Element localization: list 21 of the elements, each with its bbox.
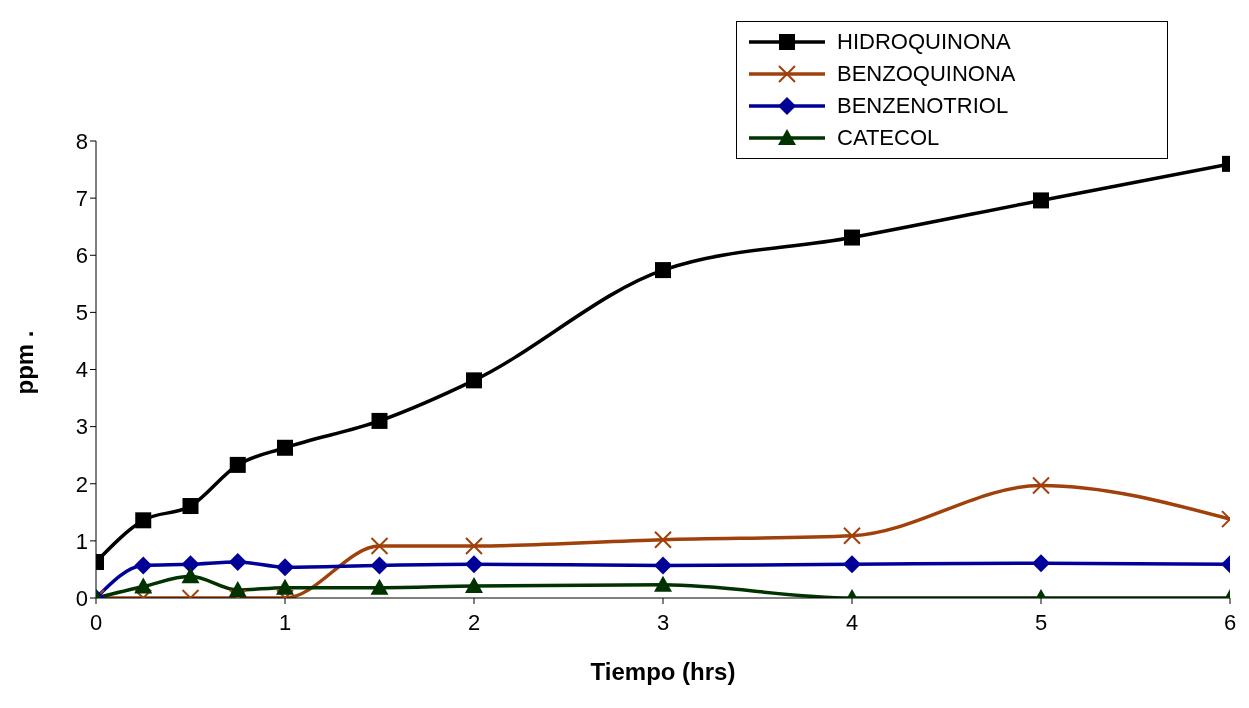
y-tick-label: 0 <box>75 585 88 611</box>
x-tick-label: 3 <box>656 609 670 635</box>
y-tick-label: 4 <box>75 357 88 383</box>
x-tick-label: 1 <box>278 609 292 635</box>
x-tick-label: 6 <box>1223 609 1237 635</box>
y-axis-title: ppm . <box>10 330 38 395</box>
legend-label: BENZENOTRIOL <box>837 93 1009 119</box>
legend-label: HIDROQUINONA <box>837 29 1011 55</box>
x-tick-label: 4 <box>845 609 859 635</box>
y-tick-label: 7 <box>75 185 88 211</box>
legend-label: BENZOQUINONA <box>837 61 1016 87</box>
y-tick-label: 8 <box>75 128 88 154</box>
x-tick-label: 2 <box>467 609 481 635</box>
y-tick-label: 5 <box>75 300 88 326</box>
y-tick-label: 3 <box>75 414 88 440</box>
y-tick-label: 2 <box>75 471 88 497</box>
y-tick-label: 1 <box>75 528 88 554</box>
x-tick-label: 5 <box>1034 609 1048 635</box>
legend-label: CATECOL <box>837 125 940 151</box>
x-axis-title: Tiempo (hrs) <box>590 658 736 685</box>
y-tick-label: 6 <box>75 243 88 269</box>
